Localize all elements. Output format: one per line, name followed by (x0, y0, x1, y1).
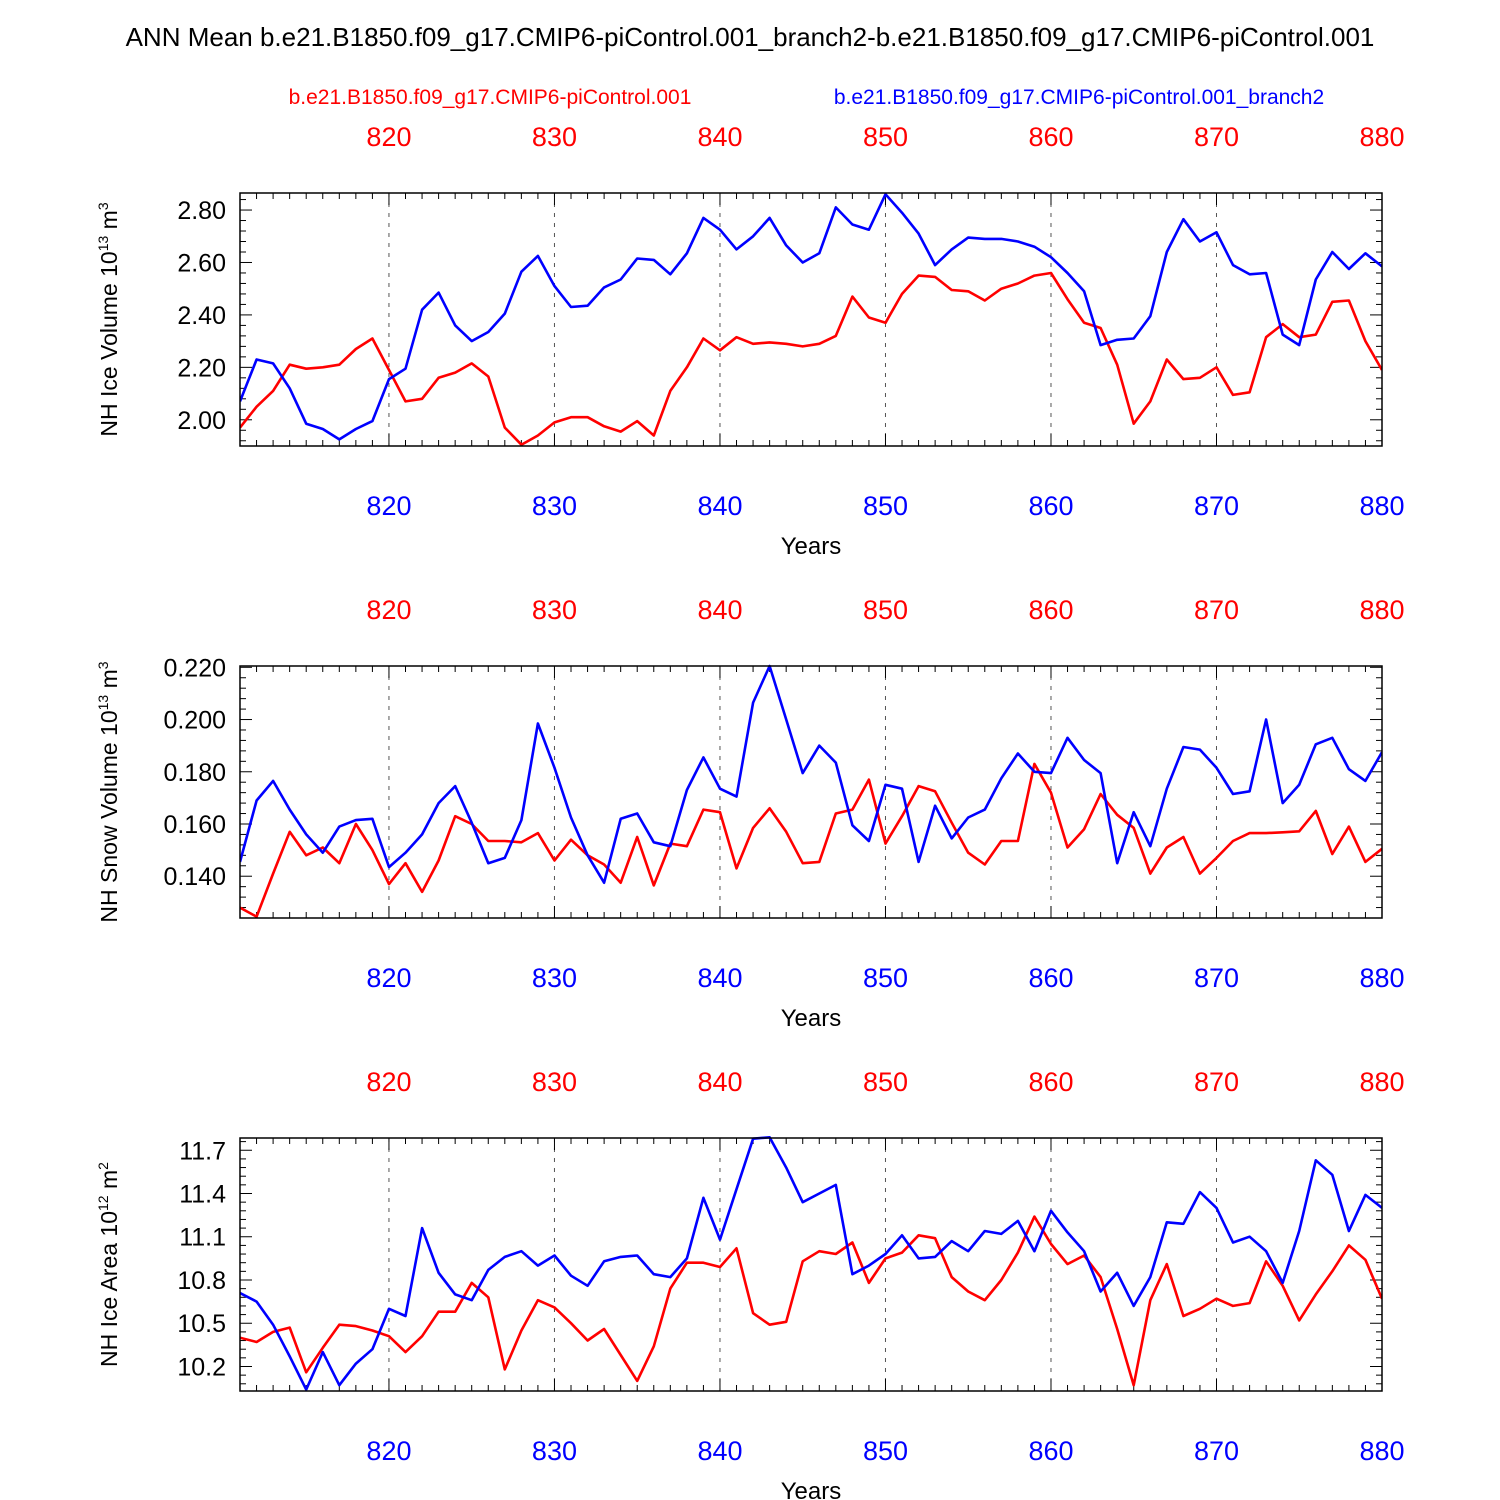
series-line-branch2 (240, 664, 1382, 885)
x-tick-label-top: 870 (1194, 122, 1239, 152)
y-tick-label: 11.4 (179, 1181, 226, 1209)
y-tick-label: 11.1 (179, 1224, 226, 1252)
x-tick-label-bottom: 840 (697, 1436, 742, 1466)
plot-frame (239, 665, 1383, 919)
y-axis-label-part: NH Ice Area 10 (96, 1211, 122, 1367)
y-tick-label: 10.5 (177, 1310, 226, 1338)
x-tick-label-bottom: 830 (532, 1436, 577, 1466)
y-tick-label: 2.00 (177, 407, 226, 435)
figure-title: ANN Mean b.e21.B1850.f09_g17.CMIP6-piCon… (126, 22, 1375, 52)
x-tick-label-bottom: 860 (1028, 1436, 1073, 1466)
x-tick-label-top: 840 (697, 595, 742, 625)
chart-panel-ice-volume: 2.00 2.20 2.40 2.60 2.80 820 820 830 830 840 840 85… (95, 122, 1405, 560)
y-tick-label: 0.140 (163, 863, 226, 891)
chart-panel-snow-volume: 0.140 0.160 0.180 0.200 0.220 820 820 830 830 840… (95, 595, 1405, 1032)
y-axis-label-part: NH Snow Volume 10 (96, 710, 122, 922)
x-tick-label-bottom: 870 (1194, 963, 1239, 993)
x-tick-label-bottom: 840 (697, 963, 742, 993)
x-tick-label-bottom: 860 (1028, 491, 1073, 521)
x-tick-label-bottom: 870 (1194, 1436, 1239, 1466)
y-tick-label: 11.7 (179, 1137, 226, 1165)
legend-entry-branch2: b.e21.B1850.f09_g17.CMIP6-piControl.001_… (834, 86, 1324, 109)
x-tick-label-bottom: 820 (366, 491, 411, 521)
x-tick-label-top: 850 (863, 1067, 908, 1097)
x-axis-label: Years (781, 1005, 842, 1032)
x-tick-label-bottom: 850 (863, 491, 908, 521)
x-axis-label: Years (781, 533, 842, 560)
y-tick-label: 2.80 (177, 197, 226, 225)
y-tick-label: 0.200 (163, 707, 226, 735)
x-tick-label-top: 820 (366, 1067, 411, 1097)
y-tick-label: 10.8 (177, 1267, 226, 1295)
x-tick-label-top: 860 (1028, 1067, 1073, 1097)
y-axis-label-part: m (96, 1170, 122, 1196)
chart-panel-ice-area: 10.2 10.5 10.8 11.1 11.4 11.7 820 820 830 830 840 8… (95, 1067, 1405, 1500)
x-tick-label-top: 860 (1028, 595, 1073, 625)
y-axis-label: NH Ice Area 1012 m2 (95, 1162, 122, 1367)
y-tick-label: 0.220 (163, 654, 226, 682)
x-tick-label-bottom: 850 (863, 1436, 908, 1466)
x-tick-label-bottom: 880 (1359, 491, 1404, 521)
y-tick-label: 0.160 (163, 811, 226, 839)
y-axis-label: NH Ice Volume 1013 m3 (95, 202, 122, 437)
plot-frame (239, 1137, 1383, 1392)
y-axis-label: NH Snow Volume 1013 m3 (95, 661, 122, 922)
x-tick-label-top: 820 (366, 122, 411, 152)
x-axis-label: Years (781, 1478, 842, 1500)
series-line-branch2 (240, 1136, 1382, 1391)
y-axis-label-part: 13 (95, 235, 111, 251)
x-tick-label-bottom: 850 (863, 963, 908, 993)
y-tick-label: 2.40 (177, 302, 226, 330)
x-tick-label-bottom: 830 (532, 963, 577, 993)
y-axis-label-part: NH Ice Volume 10 (96, 251, 122, 436)
x-tick-label-top: 870 (1194, 595, 1239, 625)
y-axis-label-part: 2 (95, 1162, 111, 1170)
x-tick-label-top: 840 (697, 1067, 742, 1097)
x-tick-label-top: 820 (366, 595, 411, 625)
x-tick-label-top: 860 (1028, 122, 1073, 152)
x-tick-label-top: 850 (863, 122, 908, 152)
y-tick-label: 0.180 (163, 759, 226, 787)
x-tick-label-bottom: 830 (532, 491, 577, 521)
x-tick-label-bottom: 870 (1194, 491, 1239, 521)
y-axis-label-part: 3 (95, 202, 111, 210)
x-tick-label-top: 880 (1359, 595, 1404, 625)
series-line-control (240, 271, 1382, 447)
y-tick-label: 2.60 (177, 249, 226, 277)
x-tick-label-top: 830 (532, 122, 577, 152)
x-tick-label-bottom: 820 (366, 963, 411, 993)
y-axis-label-part: 12 (95, 1195, 111, 1211)
series-line-control (240, 1215, 1382, 1387)
x-tick-label-top: 850 (863, 595, 908, 625)
x-tick-label-top: 880 (1359, 1067, 1404, 1097)
legend-entry-control: b.e21.B1850.f09_g17.CMIP6-piControl.001 (289, 86, 692, 109)
x-tick-label-top: 880 (1359, 122, 1404, 152)
x-tick-label-top: 870 (1194, 1067, 1239, 1097)
x-tick-label-bottom: 820 (366, 1436, 411, 1466)
x-tick-label-top: 830 (532, 595, 577, 625)
y-tick-label: 10.2 (177, 1353, 226, 1381)
y-axis-label-part: 3 (95, 661, 111, 669)
x-tick-label-bottom: 840 (697, 491, 742, 521)
y-axis-label-part: 13 (95, 695, 111, 711)
series-line-branch2 (240, 193, 1382, 441)
x-tick-label-bottom: 880 (1359, 1436, 1404, 1466)
x-tick-label-top: 830 (532, 1067, 577, 1097)
x-tick-label-bottom: 880 (1359, 963, 1404, 993)
x-tick-label-bottom: 860 (1028, 963, 1073, 993)
plot-frame (239, 192, 1383, 447)
series-line-control (240, 762, 1382, 919)
x-tick-label-top: 840 (697, 122, 742, 152)
y-axis-label-part: m (96, 669, 122, 695)
y-tick-label: 2.20 (177, 354, 226, 382)
y-axis-label-part: m (96, 210, 122, 236)
